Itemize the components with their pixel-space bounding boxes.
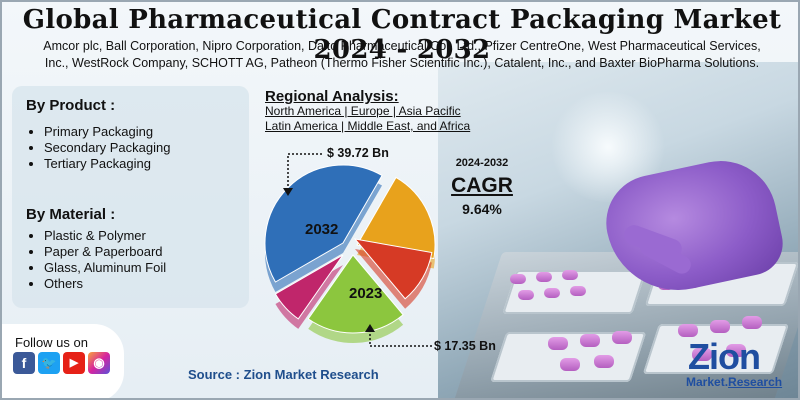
source-text: Source : Zion Market Research: [188, 367, 379, 382]
facebook-icon[interactable]: f: [13, 352, 35, 374]
by-product-list: Primary Packaging Secondary Packaging Te…: [26, 124, 194, 172]
companies-list: Amcor plc, Ball Corporation, Nipro Corpo…: [43, 39, 761, 70]
pie-slice: [274, 254, 344, 320]
pie-slice: [356, 176, 436, 260]
pie-label-2023: 2023: [349, 285, 382, 302]
follow-label: Follow us on: [15, 335, 88, 350]
cagr-value: 9.64%: [462, 201, 502, 217]
pie-slice: [353, 238, 433, 300]
list-item: Primary Packaging: [44, 124, 194, 140]
arrow-bottom: [365, 324, 432, 347]
by-product-heading: By Product :: [26, 97, 116, 114]
list-item: Tertiary Packaging: [44, 156, 194, 172]
youtube-icon[interactable]: ▶: [63, 352, 85, 374]
pie-slice: [307, 254, 404, 334]
list-item: Paper & Paperboard: [44, 244, 194, 260]
list-item: Glass, Aluminum Foil: [44, 260, 194, 276]
by-material-list: Plastic & Polymer Paper & Paperboard Gla…: [26, 228, 194, 292]
arrow-top: [283, 153, 322, 196]
lab-photo: [438, 62, 798, 398]
value-2032: $ 39.72 Bn: [327, 146, 389, 160]
cagr-label: CAGR: [451, 174, 513, 197]
list-item: Plastic & Polymer: [44, 228, 194, 244]
pie-slice: [264, 164, 383, 283]
segments-panel: [12, 86, 249, 308]
cagr-years: 2024-2032: [455, 157, 509, 169]
regions-line-2: Latin America | Middle East, and Africa: [265, 119, 471, 133]
instagram-icon[interactable]: ◉: [88, 352, 110, 374]
page-title: Global Pharmaceutical Contract Packaging…: [22, 5, 782, 65]
pie-chart: 2032 2023: [264, 164, 436, 343]
value-2023: $ 17.35 Bn: [434, 339, 496, 353]
twitter-icon[interactable]: 🐦: [38, 352, 60, 374]
regional-heading: Regional Analysis:: [265, 88, 399, 105]
regions-line-1: North America | Europe | Asia Pacific: [265, 104, 461, 118]
by-material-heading: By Material :: [26, 206, 116, 223]
pie-label-2032: 2032: [305, 221, 338, 238]
zion-logo: Zion Market.Research: [686, 336, 783, 389]
list-item: Secondary Packaging: [44, 140, 194, 156]
list-item: Others: [44, 276, 194, 292]
